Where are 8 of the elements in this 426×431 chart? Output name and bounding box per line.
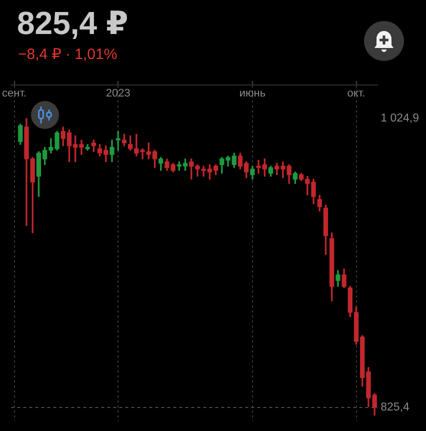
chart-subtitle: −8,4 ₽ · 1,01%: [18, 46, 118, 64]
x-tick-label: окт.: [347, 88, 366, 100]
x-tick-label: июнь: [239, 88, 266, 100]
y-tick-label: 1 024,9: [380, 112, 420, 125]
x-tick-label: сент.: [2, 88, 27, 100]
chart-title: 825,4 ₽: [17, 5, 128, 41]
x-tick-label: 2023: [106, 88, 130, 100]
y-tick-label: 825,4: [380, 402, 410, 414]
